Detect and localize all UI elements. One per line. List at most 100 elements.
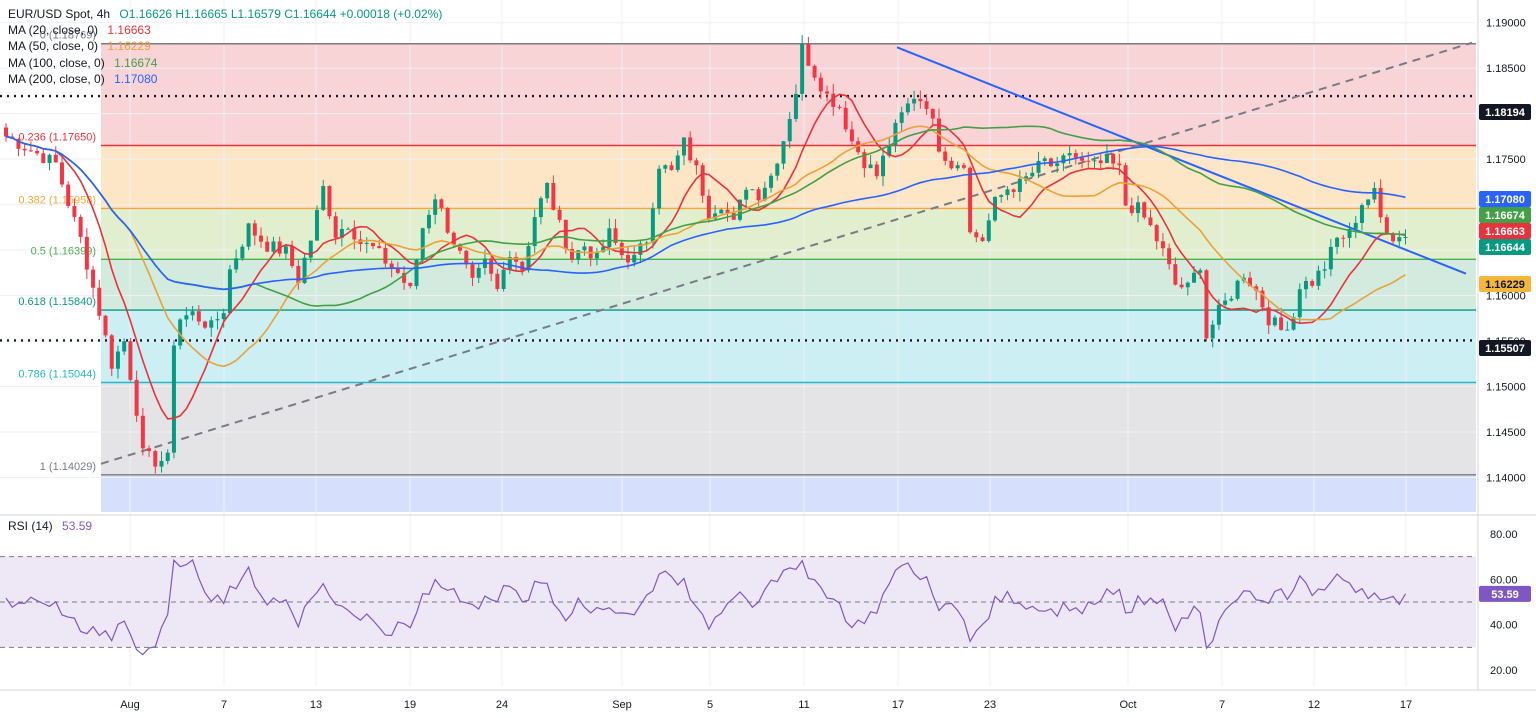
price-tick-label-6: 1.16000 <box>1486 291 1526 303</box>
fib-band-0.382 <box>101 208 1476 260</box>
price-badge-label-ma200: 1.17080 <box>1485 194 1525 206</box>
candle-body <box>514 257 519 262</box>
candle-body <box>128 341 133 380</box>
candle-body <box>1297 289 1302 318</box>
fib-label-0: 0 (1.18769) <box>40 30 96 42</box>
candle-body <box>1335 237 1340 247</box>
candle-body <box>507 257 512 270</box>
ma50-label: MA (50, close, 0) <box>8 39 99 54</box>
candle-body <box>1216 304 1221 325</box>
candle-body <box>190 311 195 316</box>
candle-body <box>1204 270 1209 339</box>
candle-body <box>377 246 382 249</box>
fib-band-0.236 <box>101 145 1476 209</box>
candle-body <box>818 77 823 92</box>
candle-body <box>352 228 357 240</box>
candle-body <box>1080 157 1085 161</box>
ma20-row[interactable]: MA (20, close, 0) 1.16663 <box>8 22 442 38</box>
candle-body <box>1136 202 1141 214</box>
candle-body <box>35 150 40 154</box>
ma200-label: MA (200, close, 0) <box>8 71 105 86</box>
fib-label-0.786: 0.786 (1.15044) <box>18 368 96 380</box>
candle-body <box>115 351 120 369</box>
candle-body <box>122 341 127 352</box>
price-tick-label-9: 1.14500 <box>1486 427 1526 439</box>
candle-body <box>825 91 830 94</box>
ma100-row[interactable]: MA (100, close, 0) 1.16674 <box>8 55 442 71</box>
candle-body <box>1129 205 1134 214</box>
candle-body <box>576 250 581 260</box>
candle-body <box>4 127 8 137</box>
candle-body <box>234 258 239 270</box>
candle-body <box>1098 160 1103 164</box>
price-badge-ma20 <box>1479 223 1531 239</box>
candle-body <box>458 244 463 251</box>
candle-body <box>283 246 288 254</box>
candle-body <box>327 186 332 217</box>
fib-label-0.236: 0.236 (1.17650) <box>18 132 96 144</box>
ascending-dashed-trendline <box>100 41 1473 465</box>
candle-body <box>1148 217 1153 226</box>
candle-body <box>91 269 96 288</box>
candle-body <box>1235 280 1240 299</box>
candle-body <box>203 321 208 328</box>
candle-body <box>227 269 232 314</box>
candle-body <box>607 228 612 248</box>
candle-body <box>402 272 407 283</box>
candle-body <box>1179 284 1184 288</box>
candle-body <box>968 167 973 233</box>
candle-body <box>59 162 64 185</box>
trend-lines[interactable] <box>100 41 1473 465</box>
rsi-legend[interactable]: RSI (14) 53.59 <box>8 519 92 533</box>
time-tick-label-2: 13 <box>310 699 322 711</box>
price-badge-label-dotted-level: 1.15507 <box>1485 343 1525 355</box>
chart-legend: EUR/USD Spot, 4h O1.16626 H1.16665 L1.16… <box>8 6 442 87</box>
ma50-line <box>5 125 1406 368</box>
candle-body <box>1173 264 1178 285</box>
price-badge-label-dotted-level: 1.18194 <box>1485 107 1526 119</box>
candle-body <box>265 241 270 252</box>
rsi-value: 53.59 <box>62 519 93 533</box>
candle-body <box>1086 160 1091 162</box>
candle-body <box>1198 270 1203 273</box>
candle-body <box>899 112 904 123</box>
candle-body <box>72 205 77 217</box>
candle-body <box>694 160 699 166</box>
ma50-row[interactable]: MA (50, close, 0) 1.16229 <box>8 38 442 54</box>
candle-body <box>626 255 630 263</box>
candle-body <box>339 228 344 238</box>
candle-body <box>663 165 668 169</box>
candle-body <box>147 448 152 452</box>
candle-body <box>370 242 375 247</box>
price-tick-label-3: 1.17500 <box>1486 154 1526 166</box>
candle-body <box>439 199 444 208</box>
descending-trendline <box>896 46 1467 275</box>
candle-body <box>582 246 587 251</box>
ma50-value: 1.16229 <box>107 39 151 54</box>
candle-body <box>681 137 686 156</box>
candle-body <box>1061 155 1066 164</box>
candle-body <box>619 242 624 256</box>
rsi-tick-label-0: 80.00 <box>1490 529 1518 541</box>
price-badge-dotted-level <box>1479 104 1531 120</box>
symbol-label: EUR/USD Spot, 4h <box>8 7 111 21</box>
candle-body <box>209 320 214 328</box>
candle-body <box>955 165 960 169</box>
candle-body <box>78 216 83 237</box>
time-tick-label-5: Sep <box>612 699 632 711</box>
candle-body <box>159 460 164 467</box>
candle-body <box>1117 163 1122 166</box>
candle-body <box>837 106 842 108</box>
candle-body <box>1036 160 1041 173</box>
candle-body <box>874 164 879 177</box>
candle-body <box>395 267 400 273</box>
candle-body <box>1055 163 1060 167</box>
candle-body <box>787 118 792 142</box>
price-badge-label-ma100: 1.16674 <box>1485 210 1526 222</box>
candle-body <box>165 452 170 461</box>
candle-body <box>1347 228 1352 238</box>
candle-body <box>725 209 730 214</box>
price-badges: 1.18194 1.17080 1.16674 1.16663 1.16644 1.162… <box>1479 104 1531 602</box>
ma200-row[interactable]: MA (200, close, 0) 1.17080 <box>8 71 442 87</box>
